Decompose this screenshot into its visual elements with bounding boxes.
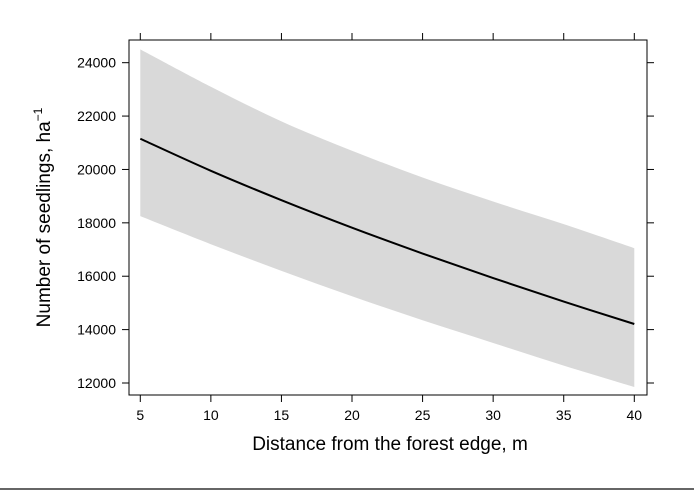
y-tick-label: 16000 bbox=[77, 268, 116, 284]
x-tick-label: 25 bbox=[415, 407, 431, 423]
x-tick-label: 15 bbox=[274, 407, 290, 423]
x-tick-label: 35 bbox=[556, 407, 572, 423]
x-axis-ticks: 5 10 15 20 25 30 35 40 bbox=[136, 33, 642, 423]
y-tick-label: 14000 bbox=[77, 322, 116, 338]
y-tick-label: 20000 bbox=[77, 161, 116, 177]
x-axis-title: Distance from the forest edge, m bbox=[252, 434, 528, 455]
x-tick-label: 30 bbox=[485, 407, 501, 423]
trend-line bbox=[139, 137, 635, 325]
x-tick-label: 20 bbox=[344, 407, 360, 423]
y-tick-label: 18000 bbox=[77, 215, 116, 231]
y-axis-title-text: Number of seedlings, ha bbox=[34, 121, 55, 327]
plot-area bbox=[128, 39, 648, 396]
y-tick-label: 12000 bbox=[77, 375, 116, 391]
confidence-band bbox=[140, 49, 635, 387]
y-axis-ticks: 12000 14000 16000 18000 20000 22000 24000 bbox=[77, 55, 654, 391]
x-tick-label: 10 bbox=[203, 407, 219, 423]
y-tick-label: 24000 bbox=[77, 55, 116, 71]
x-tick-label: 40 bbox=[627, 407, 643, 423]
y-axis-title: Number of seedlings, ha−1 bbox=[31, 107, 55, 327]
plot-frame bbox=[128, 39, 648, 396]
x-tick-label: 5 bbox=[136, 407, 144, 423]
y-tick-label: 22000 bbox=[77, 108, 116, 124]
y-axis-title-superscript: −1 bbox=[31, 107, 45, 121]
